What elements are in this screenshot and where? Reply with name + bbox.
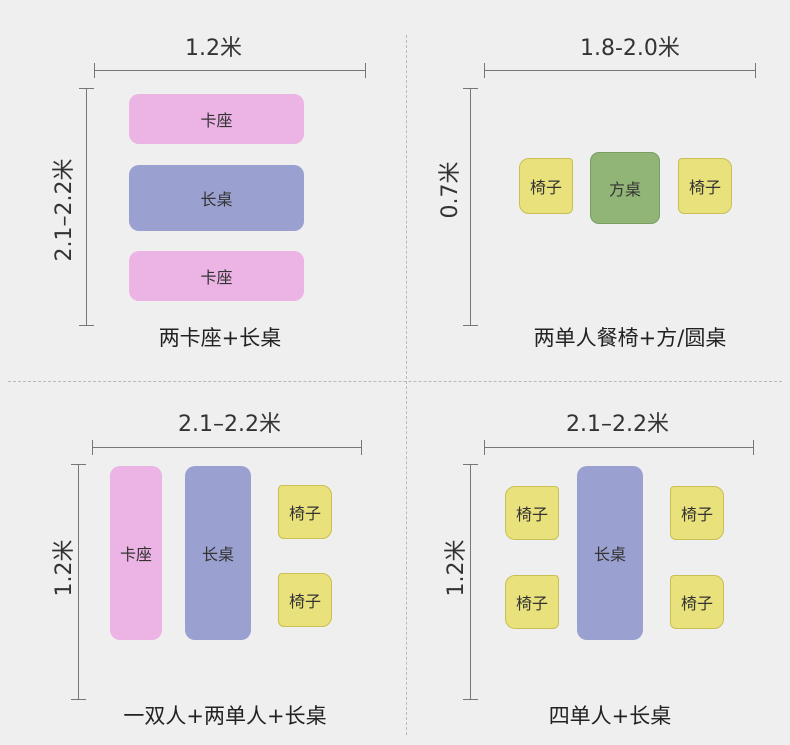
depth-label: 0.7米 (438, 161, 463, 219)
width-dimension-line (92, 440, 362, 455)
booth: 卡座 (110, 466, 162, 640)
depth-label: 2.1–2.2米 (52, 158, 77, 262)
chair-left: 椅子 (519, 158, 573, 214)
caption: 两单人餐椅+方/圆桌 (533, 326, 727, 350)
depth-dimension-line (79, 88, 94, 326)
width-dimension-line (94, 63, 366, 78)
width-label: 1.2米 (185, 36, 242, 61)
depth-label: 1.2米 (444, 539, 469, 597)
depth-dimension-line (71, 464, 86, 700)
chair-top-left: 椅子 (505, 486, 559, 540)
booth-top: 卡座 (129, 94, 304, 144)
horizontal-divider (8, 381, 782, 382)
chair-top-right: 椅子 (670, 486, 724, 540)
vertical-divider (406, 35, 407, 735)
long-table: 长桌 (185, 466, 251, 640)
depth-dimension-line (463, 464, 478, 700)
chair-bottom: 椅子 (278, 573, 332, 627)
square-table: 方桌 (590, 152, 660, 224)
long-table: 长桌 (577, 466, 643, 640)
width-dimension-line (484, 440, 754, 455)
width-label: 2.1–2.2米 (178, 412, 281, 437)
chair-bottom-left: 椅子 (505, 575, 559, 629)
width-dimension-line (484, 63, 756, 78)
caption: 两卡座+长桌 (158, 326, 282, 350)
width-label: 2.1–2.2米 (566, 412, 669, 437)
long-table: 长桌 (129, 165, 304, 231)
chair-bottom-right: 椅子 (670, 575, 724, 629)
width-label: 1.8-2.0米 (580, 36, 680, 61)
depth-label: 1.2米 (52, 539, 77, 597)
caption: 四单人+长桌 (548, 704, 672, 728)
depth-dimension-line (463, 88, 478, 326)
booth-bottom: 卡座 (129, 251, 304, 301)
chair-top: 椅子 (278, 485, 332, 539)
chair-right: 椅子 (678, 158, 732, 214)
caption: 一双人+两单人+长桌 (123, 704, 327, 728)
